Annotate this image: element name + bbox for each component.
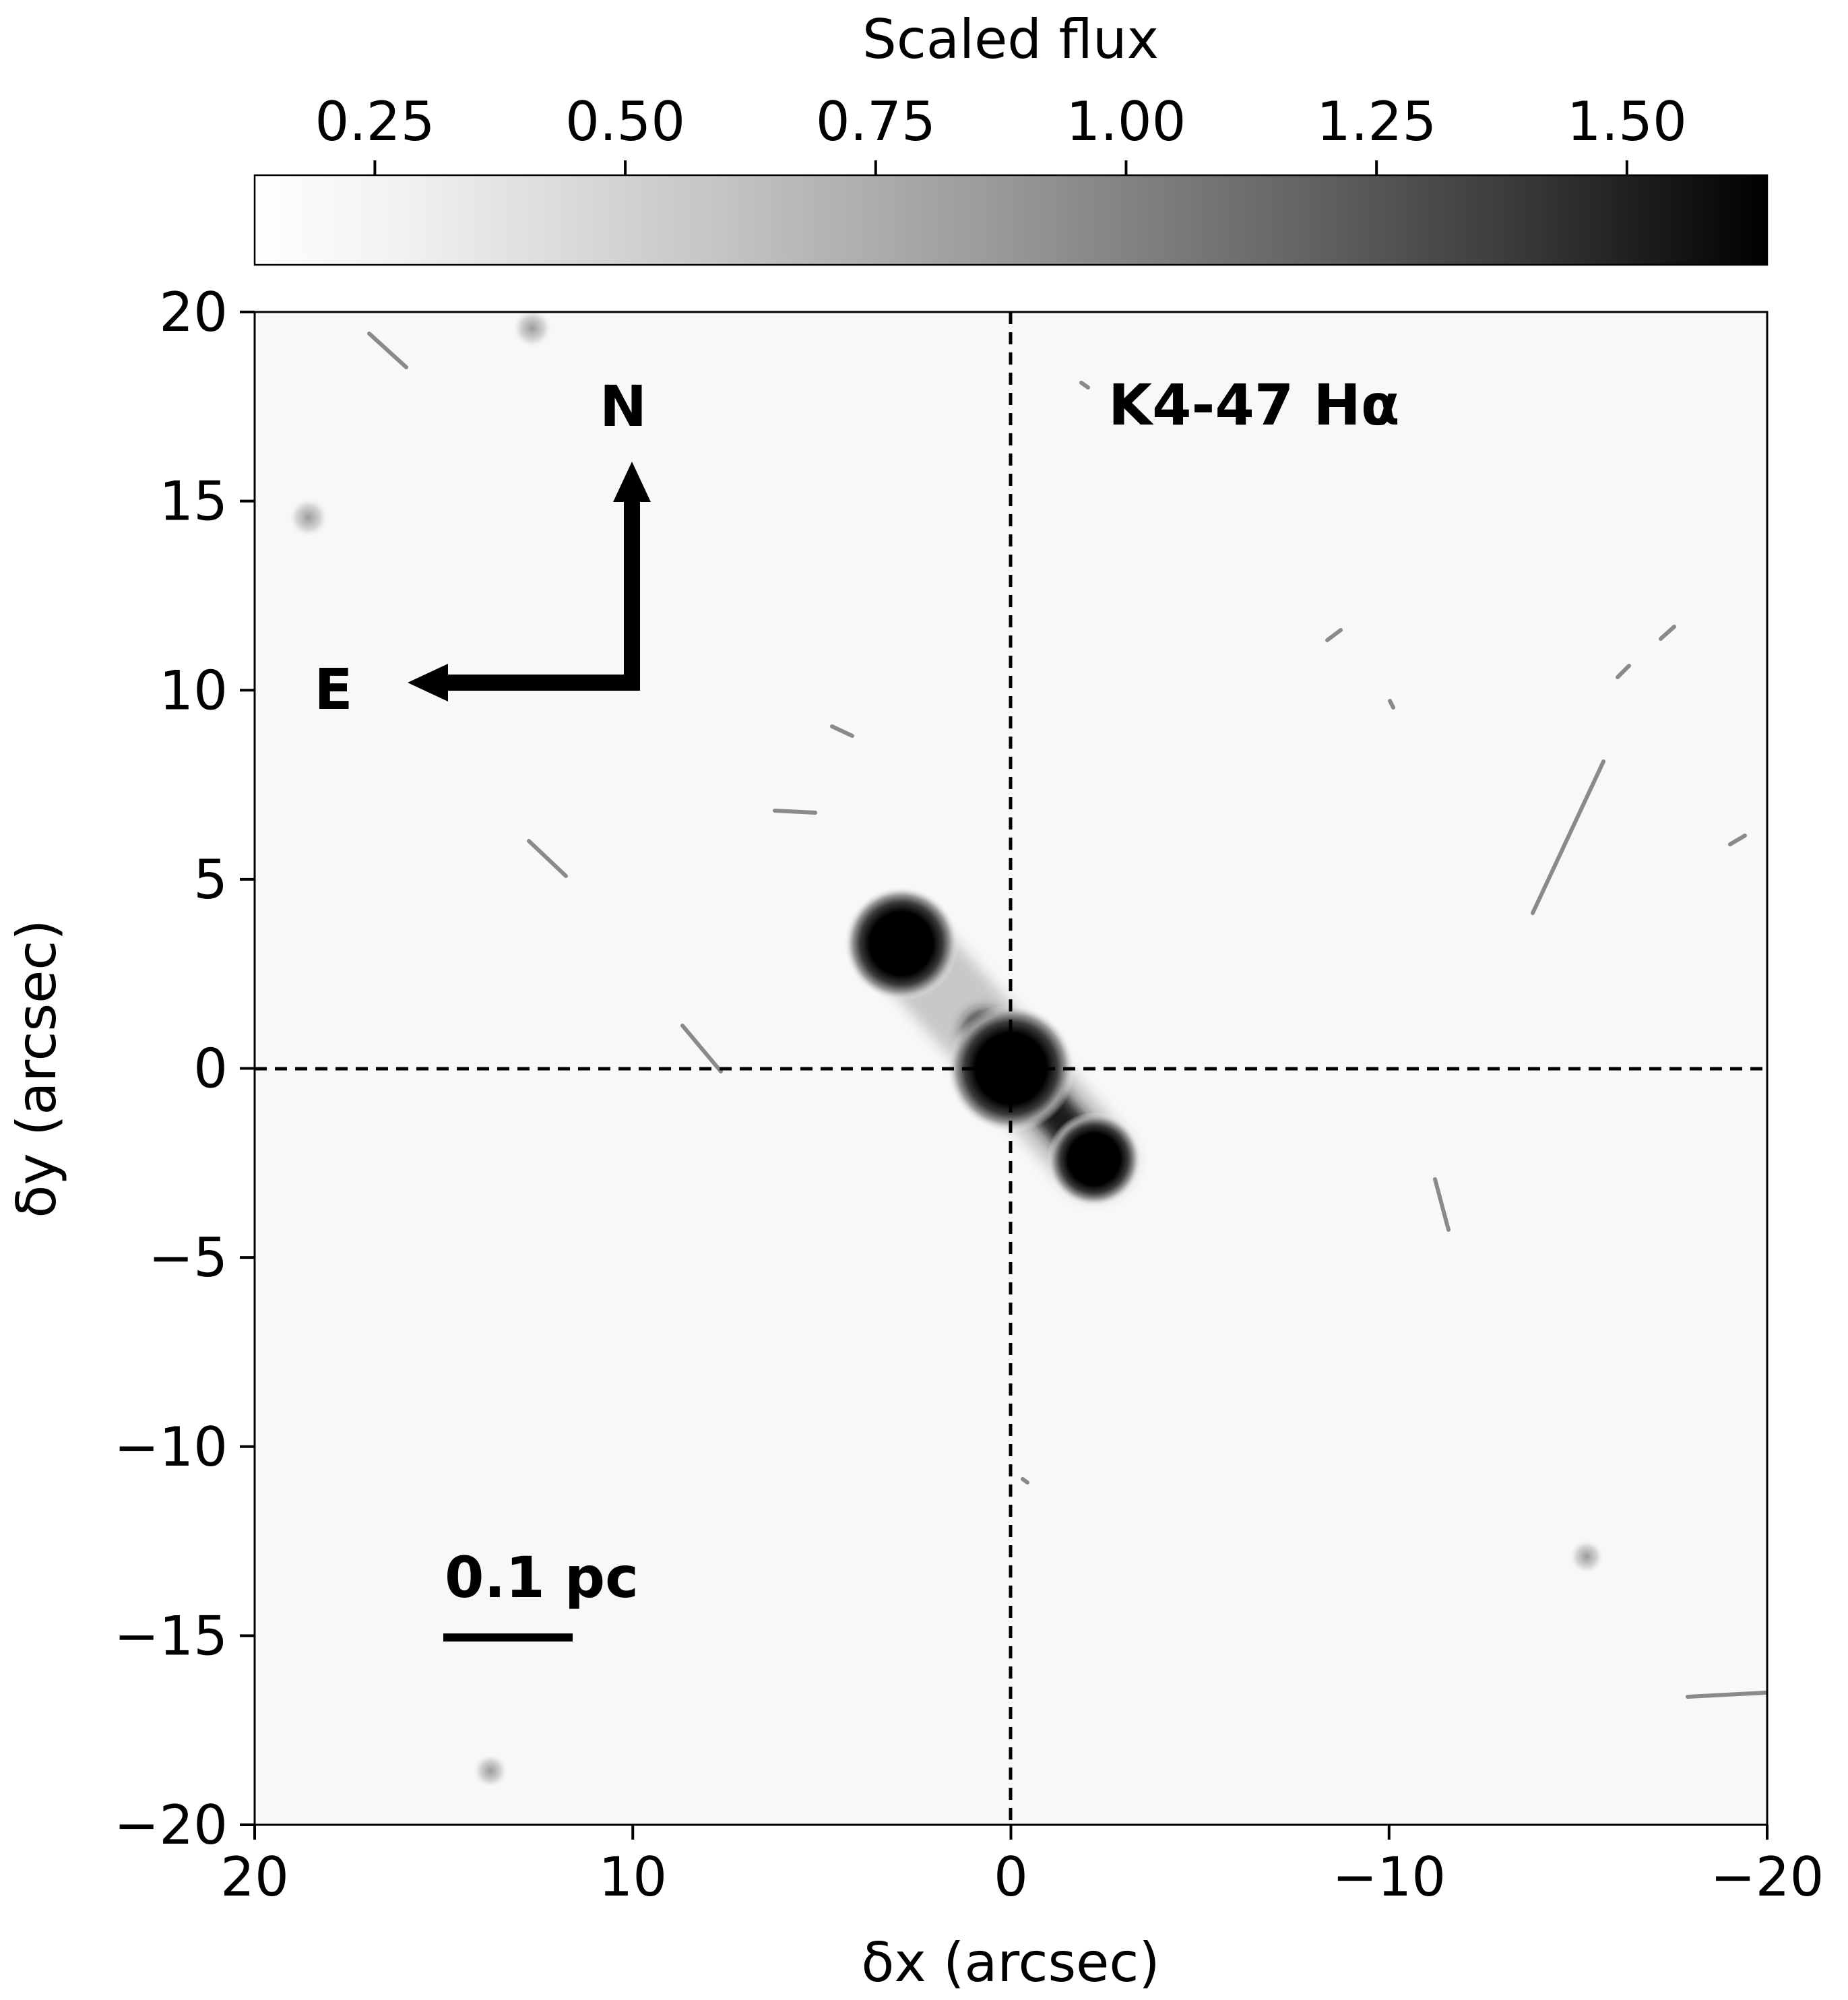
north-arrowhead — [613, 462, 651, 502]
scale-bar-label: 0.1 pc — [445, 1544, 639, 1611]
artifact-streaks — [367, 332, 1767, 1699]
x-tick-label: 10 — [598, 1846, 667, 1908]
east-arrowhead — [408, 664, 448, 701]
sw-knot — [1046, 1112, 1141, 1207]
colorbar-ticks: 0.25 0.50 0.75 1.00 1.25 1.50 — [315, 90, 1687, 175]
y-tick-label: −10 — [114, 1416, 228, 1478]
object-label: K4-47 Hα — [1108, 372, 1400, 438]
image-panel: N E K4-47 Hα 0.1 pc — [253, 311, 1769, 1826]
faint-source — [288, 497, 329, 538]
compass: N E — [314, 373, 651, 722]
y-tick-label: 0 — [193, 1038, 228, 1100]
y-tick-label: −5 — [148, 1226, 228, 1289]
x-axis-ticks: 20 10 0 −10 −20 — [220, 1825, 1824, 1908]
east-label: E — [314, 656, 352, 722]
colorbar-label: Scaled flux — [862, 8, 1159, 71]
colorbar-tick-label: 1.50 — [1567, 90, 1687, 153]
faint-source — [512, 312, 552, 348]
y-tick-label: −20 — [114, 1794, 228, 1856]
ne-knot — [843, 886, 959, 1001]
colorbar: Scaled flux 0.25 0.50 0.75 1.00 1.25 1.50 — [253, 8, 1769, 266]
colorbar-tick-label: 0.25 — [315, 90, 435, 153]
x-axis-label: δx (arcsec) — [861, 1931, 1159, 1994]
nebula-knots — [843, 886, 1141, 1207]
y-tick-label: 20 — [159, 281, 228, 344]
scale-bar: 0.1 pc — [443, 1544, 639, 1642]
colorbar-tick-label: 0.50 — [565, 90, 685, 153]
x-tick-label: −20 — [1711, 1846, 1824, 1908]
colorbar-tick-label: 1.25 — [1316, 90, 1436, 153]
x-tick-label: 20 — [220, 1846, 289, 1908]
image-content — [288, 312, 1767, 1788]
y-axis-label: δy (arcsec) — [5, 919, 68, 1218]
y-axis-ticks: 20 15 10 5 0 −5 −10 −15 −20 — [114, 281, 255, 1856]
colorbar-tick-label: 1.00 — [1066, 90, 1186, 153]
colorbar-bar — [253, 174, 1769, 266]
x-tick-label: −10 — [1332, 1846, 1446, 1908]
colorbar-tick-label: 0.75 — [816, 90, 936, 153]
faint-source — [473, 1753, 508, 1788]
north-label: N — [600, 373, 647, 439]
y-tick-label: 10 — [159, 659, 228, 722]
axes: 20 10 0 −10 −20 20 15 10 5 0 −5 −10 −15 −20 δx (arcs… — [5, 281, 1824, 1994]
x-tick-label: 0 — [994, 1846, 1028, 1908]
y-tick-label: −15 — [114, 1604, 228, 1667]
y-tick-label: 5 — [193, 848, 228, 911]
y-tick-label: 15 — [159, 470, 228, 533]
faint-source — [1569, 1539, 1604, 1574]
